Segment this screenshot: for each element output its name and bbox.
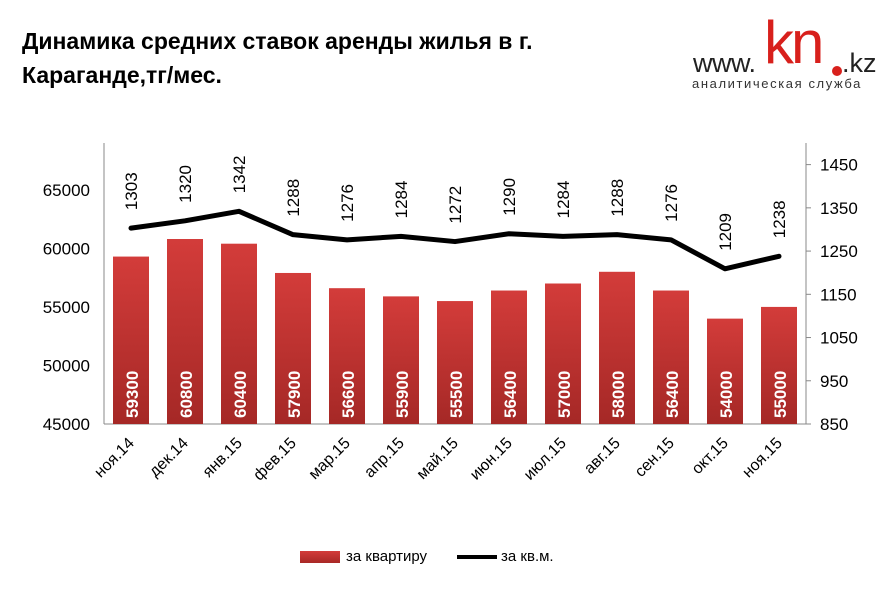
left-tick-label: 50000 xyxy=(43,356,90,375)
x-tick-label: фев.15 xyxy=(250,435,299,484)
x-tick-label: апр.15 xyxy=(361,435,408,482)
line-data-label: 1288 xyxy=(284,179,303,217)
x-tick-label: янв.15 xyxy=(200,435,246,481)
line-data-label: 1320 xyxy=(176,165,195,203)
bar xyxy=(437,301,473,424)
bar-data-label: 60800 xyxy=(177,371,196,418)
bar xyxy=(545,283,581,424)
bar xyxy=(707,318,743,424)
x-tick-label: мар.15 xyxy=(306,435,354,483)
legend-bar-swatch xyxy=(300,550,340,563)
chart-title: Динамика средних ставок аренды жилья в г… xyxy=(22,28,533,88)
logo-subtitle: аналитическая служба xyxy=(692,76,863,91)
right-tick-label: 1450 xyxy=(820,156,858,175)
bar xyxy=(383,296,419,424)
bar-data-label: 57900 xyxy=(285,371,304,418)
line-data-label: 1284 xyxy=(392,181,411,219)
logo-kz: .kz xyxy=(842,48,877,78)
legend-line-label: за кв.м. xyxy=(501,548,554,565)
bar-data-label: 56600 xyxy=(339,371,358,418)
bar xyxy=(599,271,635,424)
left-tick-label: 55000 xyxy=(43,298,90,317)
right-tick-label: 850 xyxy=(820,415,848,434)
line-series xyxy=(128,208,782,272)
line-data-label: 1290 xyxy=(500,178,519,216)
bar-data-label: 55500 xyxy=(447,371,466,418)
right-tick-label: 950 xyxy=(820,372,848,391)
bar xyxy=(653,290,689,424)
x-tick-label: июл.15 xyxy=(521,435,570,484)
line-data-label: 1303 xyxy=(122,172,141,210)
kn-kz-logo: www. kn .kz аналитическая служба xyxy=(690,9,880,94)
line-data-label: 1276 xyxy=(662,184,681,222)
bar-data-label: 55900 xyxy=(393,371,412,418)
logo-house-dot-icon xyxy=(832,66,842,76)
x-tick-label: ноя.14 xyxy=(91,435,137,481)
legend: за квартиру за кв.м. xyxy=(300,548,554,565)
bar-data-label: 59300 xyxy=(123,371,142,418)
bar xyxy=(761,306,797,424)
x-tick-label: дек.14 xyxy=(146,435,192,481)
right-tick-label: 1350 xyxy=(820,199,858,218)
logo-kn: kn xyxy=(764,9,824,76)
bar xyxy=(221,243,257,424)
line-data-label: 1276 xyxy=(338,184,357,222)
bar xyxy=(167,239,203,424)
bar-data-label: 60400 xyxy=(231,371,250,418)
bar-data-label: 57000 xyxy=(555,371,574,418)
x-tick-label: июн.15 xyxy=(467,435,516,484)
legend-bar-label: за квартиру xyxy=(346,548,428,565)
left-tick-label: 65000 xyxy=(43,181,90,200)
line-data-label: 1284 xyxy=(554,181,573,219)
bar xyxy=(329,288,365,424)
right-tick-label: 1150 xyxy=(820,285,857,304)
x-tick-label: ноя.15 xyxy=(739,435,785,481)
line-data-label: 1272 xyxy=(446,186,465,224)
right-tick-label: 1250 xyxy=(820,242,858,261)
line-data-label: 1238 xyxy=(770,200,789,238)
bar-data-label: 56400 xyxy=(663,371,682,418)
x-tick-label: май.15 xyxy=(414,435,462,483)
left-tick-label: 60000 xyxy=(43,239,90,258)
bar-data-label: 56400 xyxy=(501,371,520,418)
logo-www: www. xyxy=(693,48,756,78)
x-tick-label: сен.15 xyxy=(632,435,678,481)
legend-line-swatch xyxy=(457,554,498,559)
line-data-label: 1342 xyxy=(230,155,249,193)
left-tick-label: 45000 xyxy=(43,415,90,434)
bar xyxy=(491,290,527,424)
x-tick-label: окт.15 xyxy=(689,435,732,478)
right-tick-label: 1050 xyxy=(820,329,858,348)
bar-data-label: 55000 xyxy=(771,371,790,418)
bar xyxy=(113,256,149,424)
line-data-label: 1209 xyxy=(716,213,735,251)
bar xyxy=(275,272,311,424)
bar-data-label: 54000 xyxy=(717,371,736,418)
bar-data-label: 58000 xyxy=(609,371,628,418)
x-tick-label: авг.15 xyxy=(581,435,624,478)
line-data-label: 1288 xyxy=(608,179,627,217)
